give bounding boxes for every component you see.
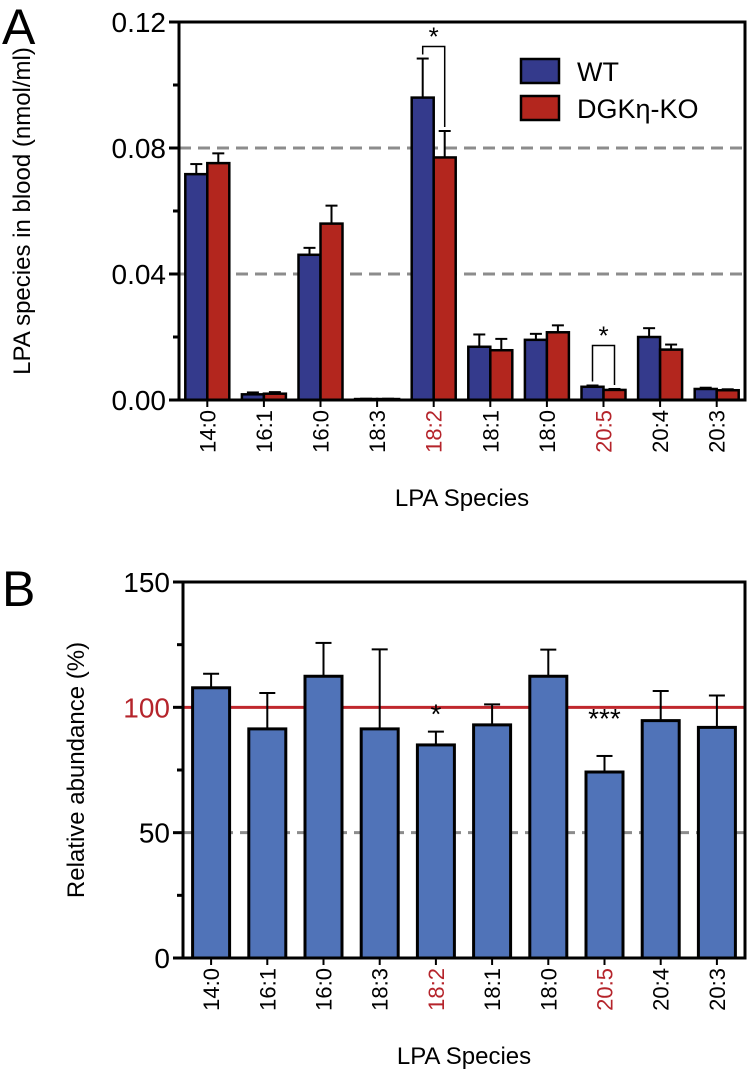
bar-wt	[297, 253, 322, 402]
bar	[191, 686, 232, 960]
x-tick-label: 18:2	[424, 968, 449, 1011]
panel-label-b: B	[2, 561, 35, 617]
x-tick-label: 20:3	[705, 410, 730, 453]
significance-marker: *	[598, 321, 608, 351]
bar	[696, 725, 737, 960]
x-tick-label: 16:1	[255, 968, 280, 1011]
bar-wt	[523, 338, 549, 402]
significance-bracket	[421, 45, 446, 127]
significance-bracket	[591, 344, 616, 385]
bar-wt	[184, 172, 209, 402]
bar-wt	[580, 385, 605, 402]
x-tick-label: 14:0	[195, 410, 220, 453]
bar-wt	[467, 345, 492, 402]
legend-swatch-wt	[519, 57, 561, 85]
x-tick-label: 18:3	[365, 410, 390, 453]
x-tick-label: 16:0	[309, 410, 334, 453]
bar	[472, 723, 513, 960]
y-tick-label: 0.04	[112, 259, 167, 290]
bar	[415, 743, 456, 960]
legend-label: WT	[577, 57, 619, 87]
plot-frame	[177, 20, 747, 402]
panel-b: 0 50 100 150 Relative abundance (%) 14:0 16:1 1…	[63, 567, 747, 1070]
bar-wt	[410, 96, 435, 402]
bar-ko	[658, 348, 684, 402]
y-tick-label: 0	[154, 943, 170, 974]
bar-wt	[636, 335, 662, 402]
panel-label-a: A	[2, 0, 36, 55]
y-tick-label: 0.08	[112, 133, 167, 164]
bar	[640, 719, 681, 960]
y-axis-label: LPA species in blood (nmol/ml)	[9, 47, 36, 375]
bar-ko	[206, 161, 231, 402]
significance-marker: *	[429, 22, 439, 52]
x-tick-label: 18:3	[368, 968, 393, 1011]
y-tick-label: 150	[123, 567, 170, 598]
bar-wt	[693, 387, 718, 402]
x-tick-label: 16:1	[252, 410, 277, 453]
y-tick-label: 0.12	[112, 7, 167, 38]
significance-marker: ***	[588, 703, 621, 734]
x-tick-label: 20:4	[649, 968, 674, 1011]
x-tick-label: 18:2	[422, 410, 447, 453]
bar	[359, 727, 400, 960]
x-tick-label: 20:3	[705, 968, 730, 1011]
legend-swatch-ko	[519, 94, 561, 122]
x-tick-label: 18:0	[535, 410, 560, 453]
panel-a: 0.00 0.04 0.08 0.12 LPA species in blood (nm…	[9, 7, 747, 512]
x-tick-label: 14:0	[199, 968, 224, 1011]
y-axis-label: Relative abundance (%)	[63, 642, 90, 898]
y-tick-label: 0.00	[112, 385, 167, 416]
bar-ko	[319, 222, 344, 402]
bar	[528, 674, 569, 960]
x-tick-label: 18:0	[536, 968, 561, 1011]
x-tick-label: 18:1	[478, 410, 503, 453]
x-tick-label: 20:4	[648, 410, 673, 453]
plot-frame	[181, 580, 747, 960]
x-axis-label: LPA Species	[397, 1043, 531, 1070]
x-tick-label: 16:0	[312, 968, 337, 1011]
y-tick-label: 100	[123, 692, 170, 723]
x-axis-label: LPA Species	[395, 485, 529, 512]
x-tick-label: 20:5	[593, 968, 618, 1011]
bar	[303, 674, 344, 960]
bar-ko	[432, 156, 457, 402]
legend-label: DGKη-KO	[577, 94, 699, 124]
bar-ko	[602, 388, 627, 402]
bar	[584, 770, 625, 960]
significance-marker: *	[430, 699, 441, 730]
x-tick-label: 20:5	[592, 410, 617, 453]
bar-ko	[489, 348, 514, 402]
bar	[247, 727, 288, 960]
y-tick-label: 50	[139, 818, 170, 849]
bar-ko	[545, 331, 571, 402]
x-tick-label: 18:1	[480, 968, 505, 1011]
